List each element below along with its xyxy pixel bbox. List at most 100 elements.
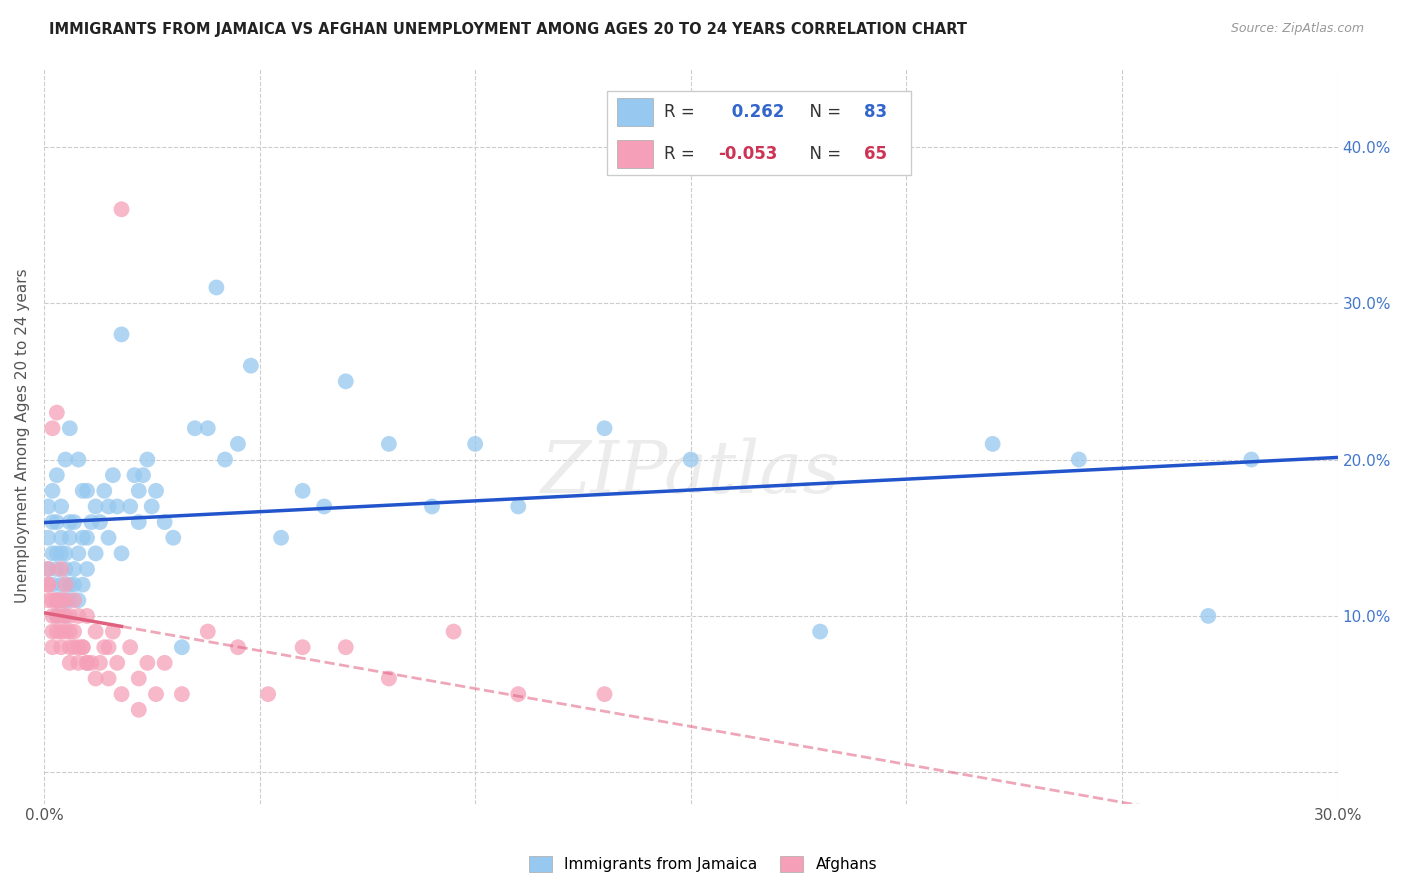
Point bbox=[55, 593, 77, 607]
Point bbox=[55, 562, 77, 576]
Point bbox=[45, 546, 67, 560]
Point bbox=[49, 546, 72, 560]
Point bbox=[41, 624, 63, 639]
Point bbox=[37, 500, 59, 514]
Point bbox=[76, 656, 98, 670]
Point bbox=[89, 515, 111, 529]
Point bbox=[508, 687, 530, 701]
Point bbox=[63, 593, 86, 607]
Point bbox=[226, 437, 249, 451]
Point bbox=[45, 609, 67, 624]
Point bbox=[197, 624, 219, 639]
Point bbox=[97, 500, 120, 514]
Point bbox=[59, 531, 82, 545]
Point bbox=[37, 531, 59, 545]
Point bbox=[41, 609, 63, 624]
Point bbox=[49, 624, 72, 639]
Point bbox=[59, 577, 82, 591]
Point bbox=[128, 703, 150, 717]
Point bbox=[55, 577, 77, 591]
Point bbox=[76, 609, 98, 624]
Point bbox=[37, 577, 59, 591]
Point bbox=[97, 531, 120, 545]
Point bbox=[170, 640, 193, 655]
Point bbox=[84, 624, 107, 639]
Point bbox=[72, 640, 94, 655]
Point bbox=[101, 624, 124, 639]
Text: 65: 65 bbox=[865, 145, 887, 163]
Point bbox=[314, 500, 336, 514]
Point bbox=[808, 624, 831, 639]
FancyBboxPatch shape bbox=[617, 98, 654, 126]
Point bbox=[55, 609, 77, 624]
FancyBboxPatch shape bbox=[606, 91, 911, 175]
Text: R =: R = bbox=[664, 145, 700, 163]
Point bbox=[80, 656, 103, 670]
Point bbox=[508, 500, 530, 514]
Point bbox=[41, 640, 63, 655]
Point bbox=[67, 656, 90, 670]
Text: 0.262: 0.262 bbox=[725, 103, 785, 121]
Point bbox=[59, 609, 82, 624]
Point bbox=[45, 609, 67, 624]
Text: R =: R = bbox=[664, 103, 700, 121]
Point bbox=[72, 577, 94, 591]
Point bbox=[110, 202, 132, 217]
Point bbox=[55, 546, 77, 560]
Point bbox=[105, 656, 128, 670]
Point bbox=[49, 609, 72, 624]
Point bbox=[72, 640, 94, 655]
Point bbox=[49, 531, 72, 545]
Point bbox=[45, 515, 67, 529]
Point bbox=[63, 515, 86, 529]
Point bbox=[214, 452, 236, 467]
Point bbox=[59, 515, 82, 529]
Point bbox=[80, 515, 103, 529]
Point bbox=[49, 593, 72, 607]
Point bbox=[205, 280, 228, 294]
Point bbox=[59, 640, 82, 655]
Point bbox=[37, 593, 59, 607]
Point bbox=[49, 500, 72, 514]
Point bbox=[63, 640, 86, 655]
Point bbox=[59, 656, 82, 670]
Point bbox=[76, 531, 98, 545]
Point bbox=[184, 421, 207, 435]
Point bbox=[464, 437, 486, 451]
Point bbox=[257, 687, 280, 701]
Point bbox=[443, 624, 465, 639]
Point bbox=[97, 640, 120, 655]
Point bbox=[41, 577, 63, 591]
Point bbox=[55, 609, 77, 624]
Point bbox=[145, 687, 167, 701]
Text: ZIPatlas: ZIPatlas bbox=[541, 438, 841, 508]
Point bbox=[1067, 452, 1090, 467]
Point bbox=[41, 515, 63, 529]
Point bbox=[89, 656, 111, 670]
Point bbox=[110, 546, 132, 560]
Point bbox=[76, 483, 98, 498]
Point bbox=[170, 687, 193, 701]
Point bbox=[37, 562, 59, 576]
Point bbox=[59, 421, 82, 435]
Text: IMMIGRANTS FROM JAMAICA VS AFGHAN UNEMPLOYMENT AMONG AGES 20 TO 24 YEARS CORRELA: IMMIGRANTS FROM JAMAICA VS AFGHAN UNEMPL… bbox=[49, 22, 967, 37]
Point bbox=[67, 546, 90, 560]
Point bbox=[67, 452, 90, 467]
Point bbox=[45, 562, 67, 576]
Point bbox=[67, 640, 90, 655]
Point bbox=[41, 546, 63, 560]
Point bbox=[93, 640, 115, 655]
Point bbox=[41, 421, 63, 435]
Point bbox=[335, 374, 357, 388]
Point bbox=[37, 562, 59, 576]
Point bbox=[97, 672, 120, 686]
Point bbox=[226, 640, 249, 655]
Point bbox=[239, 359, 262, 373]
Point bbox=[67, 593, 90, 607]
Point bbox=[128, 672, 150, 686]
Point bbox=[84, 546, 107, 560]
Point bbox=[120, 500, 142, 514]
Point bbox=[45, 406, 67, 420]
Text: N =: N = bbox=[800, 103, 846, 121]
Point bbox=[378, 437, 401, 451]
